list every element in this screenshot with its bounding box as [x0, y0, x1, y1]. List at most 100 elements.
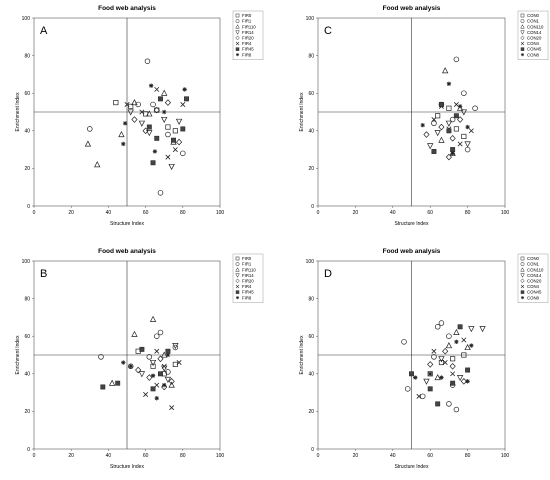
- data-point: [87, 126, 93, 132]
- legend-entry: CON4: [527, 284, 540, 289]
- y-tick-label: 80: [24, 53, 30, 59]
- series-con20: [427, 347, 467, 385]
- series-con0: [435, 105, 467, 139]
- data-point: [449, 135, 456, 142]
- data-point: [138, 371, 146, 378]
- y-tick-label: 80: [308, 53, 314, 59]
- legend-box: [232, 10, 264, 60]
- data-point: [453, 126, 459, 132]
- legend-entry: CON8: [527, 52, 540, 57]
- data-point: [139, 109, 145, 115]
- data-point: [427, 386, 433, 392]
- chart-title: Food web analysis: [383, 5, 441, 12]
- data-point: [431, 348, 437, 354]
- data-point: [465, 379, 470, 384]
- series-fir1: [87, 58, 186, 196]
- data-point: [450, 151, 455, 156]
- data-point: [435, 401, 441, 407]
- data-point: [419, 393, 426, 400]
- data-point: [445, 120, 453, 127]
- data-point: [122, 121, 128, 126]
- data-point: [128, 364, 133, 369]
- data-point: [431, 354, 437, 360]
- data-point: [135, 366, 142, 374]
- y-tick-label: 100: [22, 259, 31, 265]
- legend-entry: FIR20: [242, 279, 254, 284]
- x-tick-label: 40: [390, 210, 396, 216]
- data-point: [162, 109, 167, 115]
- x-tick-label: 0: [33, 453, 36, 459]
- data-point: [446, 128, 452, 134]
- data-point: [150, 373, 156, 378]
- legend-entry: CON45: [527, 47, 542, 52]
- legend-marker: [520, 267, 525, 272]
- data-point: [449, 362, 456, 370]
- y-tick-label: 20: [308, 166, 314, 172]
- panel-a: Food web analysis 0 20 40 60 80 100 0 20 40 60 80 10…: [15, 5, 264, 227]
- data-point: [439, 375, 444, 380]
- legend-entry: FIR110: [242, 24, 256, 29]
- legend-marker: [520, 273, 525, 278]
- y-tick-label: 20: [24, 409, 30, 415]
- data-point: [450, 356, 456, 362]
- legend-marker: [520, 284, 525, 289]
- legend-marker: [520, 296, 525, 300]
- data-point: [461, 133, 467, 139]
- chart-title: Food web analysis: [383, 248, 441, 255]
- data-point: [154, 86, 160, 92]
- x-tick-label: 40: [106, 453, 112, 459]
- y-tick-label: 0: [311, 204, 314, 210]
- data-point: [427, 143, 434, 150]
- y-tick-label: 80: [24, 296, 30, 302]
- data-point: [146, 124, 152, 130]
- data-point: [446, 333, 452, 339]
- data-point: [154, 135, 160, 141]
- series-fir45: [146, 96, 189, 166]
- data-point: [154, 333, 160, 339]
- data-point: [423, 131, 430, 138]
- y-tick-label: 20: [308, 409, 314, 415]
- y-axis-label: Enrichment Index: [15, 92, 21, 131]
- legend-marker: [235, 262, 240, 267]
- y-tick-label: 100: [306, 259, 315, 265]
- legend-marker: [235, 273, 240, 278]
- data-point: [423, 378, 430, 385]
- data-point: [139, 346, 145, 352]
- data-point: [164, 376, 172, 383]
- legend-entry: CON20: [527, 36, 542, 41]
- legend-entry: FIR4: [242, 284, 252, 289]
- x-tick-label: 20: [68, 453, 74, 459]
- legend-marker: [235, 41, 240, 46]
- data-point: [161, 351, 168, 358]
- y-axis-label: Enrichment Index: [15, 335, 21, 374]
- data-point: [168, 163, 175, 171]
- legend-marker: [235, 47, 240, 51]
- data-point: [453, 328, 460, 335]
- data-point: [453, 406, 460, 413]
- data-point: [461, 90, 467, 96]
- legend-marker: [520, 35, 525, 41]
- data-point: [401, 339, 407, 345]
- legend-entry: CON110: [527, 24, 544, 29]
- x-axis-label: Structure Index: [110, 464, 144, 470]
- legend-marker: [235, 19, 240, 24]
- legend-entry: CON0: [527, 13, 540, 18]
- data-point: [146, 130, 153, 137]
- legend-entry: CON20: [527, 279, 542, 284]
- chart-title: Food web analysis: [98, 248, 156, 255]
- data-point: [405, 386, 411, 392]
- panel-letter: C: [324, 25, 332, 37]
- legend-marker: [520, 47, 525, 51]
- series-con14: [427, 109, 471, 150]
- x-tick-label: 100: [216, 453, 225, 459]
- x-tick-label: 20: [353, 453, 359, 459]
- legend-marker: [520, 41, 525, 46]
- data-point: [184, 96, 189, 102]
- series-fir4: [124, 86, 186, 160]
- x-tick-label: 80: [465, 453, 471, 459]
- legend-marker: [520, 256, 525, 261]
- data-point: [431, 120, 437, 127]
- legend-entry: CON4: [527, 41, 540, 46]
- series-con1: [401, 320, 460, 413]
- data-point: [131, 116, 138, 123]
